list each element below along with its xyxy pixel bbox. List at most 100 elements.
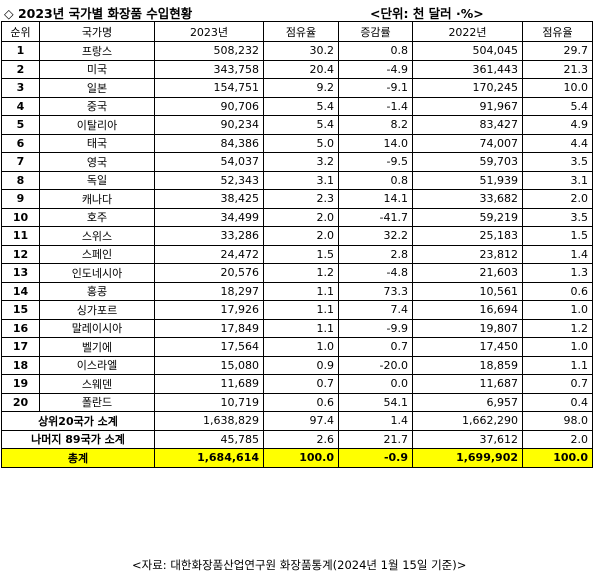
cell-country: 일본 [39, 78, 155, 98]
cell-rank: 9 [1, 189, 40, 209]
cell-rank: 1 [1, 41, 40, 61]
cell-country: 호주 [39, 207, 155, 227]
cell-2023: 84,386 [154, 133, 264, 153]
cell-rank: 15 [1, 300, 40, 320]
cell-change: -41.7 [338, 207, 413, 227]
cell-2023: 34,499 [154, 207, 264, 227]
cell-rank: 4 [1, 96, 40, 116]
cell-change: 32.2 [338, 226, 413, 246]
cell-2022: 504,045 [412, 41, 523, 61]
table-row: 19 스웨덴 11,689 0.7 0.0 11,687 0.7 [1, 374, 593, 394]
cell-2023: 52,343 [154, 170, 264, 190]
table-row: 12 스페인 24,472 1.5 2.8 23,812 1.4 [1, 244, 593, 264]
cell-2022: 59,703 [412, 152, 523, 172]
title-bar: ◇ 2023년 국가별 화장품 수입현황 <단위: 천 달러 ·%> [4, 2, 590, 21]
cell-share-2022: 1.2 [522, 318, 593, 338]
subtotal-change: 1.4 [338, 411, 413, 431]
total-change: -0.9 [338, 448, 413, 468]
cell-change: 14.0 [338, 133, 413, 153]
cell-2023: 343,758 [154, 59, 264, 79]
cell-country: 스위스 [39, 226, 155, 246]
subtotal-2023: 1,638,829 [154, 411, 264, 431]
table-row: 1 프랑스 508,232 30.2 0.8 504,045 29.7 [1, 41, 593, 61]
cell-rank: 5 [1, 115, 40, 135]
cell-2022: 16,694 [412, 300, 523, 320]
cell-2022: 170,245 [412, 78, 523, 98]
cell-rank: 7 [1, 152, 40, 172]
table-row: 5 이탈리아 90,234 5.4 8.2 83,427 4.9 [1, 115, 593, 135]
cell-2023: 24,472 [154, 244, 264, 264]
cell-change: 0.8 [338, 41, 413, 61]
cell-share-2023: 1.0 [263, 337, 339, 357]
cell-country: 싱가포르 [39, 300, 155, 320]
cell-rank: 16 [1, 318, 40, 338]
subtotal-row: 나머지 89국가 소계 45,785 2.6 21.7 37,612 2.0 [1, 429, 593, 449]
total-share-2022: 100.0 [522, 448, 593, 468]
cell-share-2022: 10.0 [522, 78, 593, 98]
cell-share-2023: 1.1 [263, 281, 339, 301]
cell-rank: 10 [1, 207, 40, 227]
total-share-2023: 100.0 [263, 448, 339, 468]
cell-country: 미국 [39, 59, 155, 79]
cell-country: 인도네시아 [39, 263, 155, 283]
cell-share-2022: 1.0 [522, 300, 593, 320]
table-row: 7 영국 54,037 3.2 -9.5 59,703 3.5 [1, 152, 593, 172]
cell-share-2022: 5.4 [522, 96, 593, 116]
header-2023: 2023년 [154, 21, 264, 42]
cell-2023: 154,751 [154, 78, 264, 98]
cell-rank: 14 [1, 281, 40, 301]
subtotal-label: 나머지 89국가 소계 [1, 429, 155, 449]
cell-2023: 10,719 [154, 392, 264, 412]
table-title: ◇ 2023년 국가별 화장품 수입현황 [4, 6, 193, 21]
cell-2023: 17,849 [154, 318, 264, 338]
cell-country: 태국 [39, 133, 155, 153]
table-row: 16 말레이시아 17,849 1.1 -9.9 19,807 1.2 [1, 318, 593, 338]
cell-share-2023: 1.1 [263, 318, 339, 338]
cell-2022: 18,859 [412, 355, 523, 375]
cell-2023: 11,689 [154, 374, 264, 394]
table-row: 18 이스라엘 15,080 0.9 -20.0 18,859 1.1 [1, 355, 593, 375]
cell-country: 스웨덴 [39, 374, 155, 394]
cell-change: -20.0 [338, 355, 413, 375]
table-row: 17 벨기에 17,564 1.0 0.7 17,450 1.0 [1, 337, 593, 357]
cell-change: -9.5 [338, 152, 413, 172]
total-2022: 1,699,902 [412, 448, 523, 468]
cell-change: 14.1 [338, 189, 413, 209]
cell-share-2023: 3.2 [263, 152, 339, 172]
cell-share-2022: 2.0 [522, 189, 593, 209]
cell-rank: 19 [1, 374, 40, 394]
cell-2022: 33,682 [412, 189, 523, 209]
cell-share-2022: 3.5 [522, 152, 593, 172]
cell-2023: 18,297 [154, 281, 264, 301]
cell-rank: 2 [1, 59, 40, 79]
subtotal-change: 21.7 [338, 429, 413, 449]
import-table: 순위 국가명 2023년 점유율 증감률 2022년 점유율 1 프랑스 508,2… [1, 21, 593, 468]
cell-rank: 8 [1, 170, 40, 190]
total-2023: 1,684,614 [154, 448, 264, 468]
cell-2023: 508,232 [154, 41, 264, 61]
header-2022: 2022년 [412, 21, 523, 42]
cell-share-2022: 1.5 [522, 226, 593, 246]
cell-share-2022: 4.9 [522, 115, 593, 135]
cell-2023: 17,564 [154, 337, 264, 357]
cell-share-2023: 5.0 [263, 133, 339, 153]
header-change: 증감률 [338, 21, 413, 42]
cell-rank: 13 [1, 263, 40, 283]
subtotal-share-2023: 2.6 [263, 429, 339, 449]
cell-share-2023: 9.2 [263, 78, 339, 98]
cell-2022: 6,957 [412, 392, 523, 412]
cell-rank: 6 [1, 133, 40, 153]
table-row: 8 독일 52,343 3.1 0.8 51,939 3.1 [1, 170, 593, 190]
subtotal-2022: 1,662,290 [412, 411, 523, 431]
subtotal-2023: 45,785 [154, 429, 264, 449]
cell-2022: 25,183 [412, 226, 523, 246]
cell-2023: 17,926 [154, 300, 264, 320]
cell-2023: 54,037 [154, 152, 264, 172]
cell-country: 프랑스 [39, 41, 155, 61]
table-row: 9 캐나다 38,425 2.3 14.1 33,682 2.0 [1, 189, 593, 209]
subtotal-row: 상위20국가 소계 1,638,829 97.4 1.4 1,662,290 9… [1, 411, 593, 431]
cell-2022: 10,561 [412, 281, 523, 301]
cell-share-2022: 0.6 [522, 281, 593, 301]
cell-share-2022: 3.1 [522, 170, 593, 190]
cell-change: 2.8 [338, 244, 413, 264]
